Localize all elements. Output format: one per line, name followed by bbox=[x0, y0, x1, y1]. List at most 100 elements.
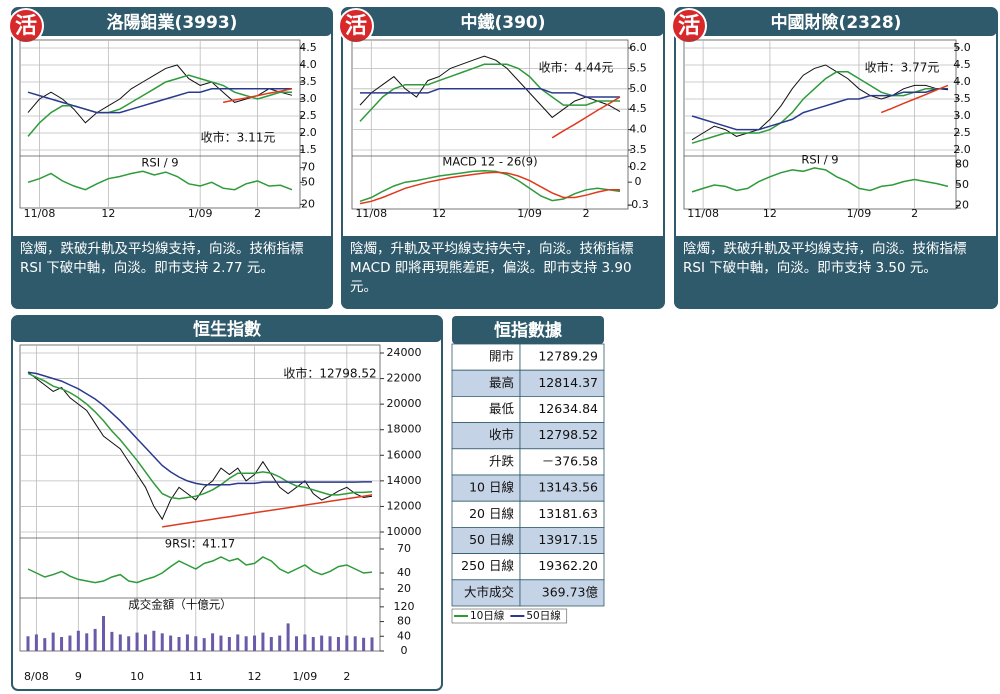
table-value: 12814.37 bbox=[538, 375, 598, 390]
x-tick-label: 1/09 bbox=[293, 670, 318, 683]
x-tick-label: 8/08 bbox=[24, 670, 49, 683]
y-tick-label: 20 bbox=[955, 199, 969, 212]
indicator-title: RSI / 9 bbox=[141, 156, 178, 170]
note: 收市：12798.52 bbox=[283, 366, 376, 381]
table-value: 13143.56 bbox=[538, 480, 598, 495]
y-tick-label: 20 bbox=[301, 197, 315, 210]
volume-bar bbox=[85, 633, 89, 651]
y-tick-label: 6.0 bbox=[629, 41, 647, 54]
series-line bbox=[359, 169, 621, 203]
volume-bar bbox=[345, 635, 349, 651]
volume-bar bbox=[68, 635, 72, 651]
volume-bar bbox=[152, 630, 156, 651]
volume-bar bbox=[185, 634, 189, 651]
x-tick-label: 12 bbox=[248, 670, 262, 683]
x-tick-label: 12 bbox=[101, 207, 115, 220]
chart-title: 中鐵(390) bbox=[460, 12, 545, 33]
volume-bar bbox=[328, 636, 332, 651]
volume-bar bbox=[76, 630, 80, 651]
y-tick-label: 12000 bbox=[387, 499, 422, 512]
caption-box: 陰燭，跌破升軌及平均線支持，向淡。技術指標 RSI 下破中軸，向淡。即市支持 3… bbox=[675, 236, 997, 308]
panel-header bbox=[12, 316, 442, 342]
badge bbox=[8, 8, 44, 44]
y-tick-label: 10000 bbox=[387, 525, 422, 538]
volume-bar bbox=[253, 635, 257, 651]
panel-header bbox=[675, 8, 997, 36]
table-label: 50 日線 bbox=[469, 532, 514, 547]
y-tick-label: 4.5 bbox=[299, 41, 317, 54]
table-label: 收市 bbox=[489, 427, 514, 442]
x-tick-label: 2 bbox=[583, 207, 590, 220]
table-label: 大市成交 bbox=[464, 584, 514, 599]
y-tick-label: 4.0 bbox=[299, 58, 317, 71]
panel bbox=[11, 315, 443, 691]
note: 收市：3.11元 bbox=[201, 130, 276, 145]
y-tick-label: 50 bbox=[301, 175, 315, 188]
volume-bar bbox=[227, 637, 231, 651]
legend-label: 50日線 bbox=[526, 609, 561, 622]
x-tick-label: 12 bbox=[763, 207, 777, 220]
badge-text: 活 bbox=[678, 14, 700, 39]
volume-bar bbox=[160, 633, 164, 651]
table-cell bbox=[519, 527, 605, 555]
caption-box: 陰燭，跌破升軌及平均線支持，向淡。技術指標 RSI 下破中軸，向淡。即市支持 2… bbox=[12, 236, 332, 308]
table-label: 升跌 bbox=[489, 453, 515, 468]
volume-bar bbox=[320, 635, 324, 651]
series-line bbox=[360, 88, 620, 98]
series-line bbox=[27, 371, 373, 521]
table-row bbox=[451, 343, 521, 371]
legend-frame bbox=[451, 608, 568, 624]
y-tick-label: 2.0 bbox=[953, 143, 971, 156]
table-header bbox=[452, 316, 604, 344]
volume-bar bbox=[34, 634, 38, 651]
table-cell bbox=[519, 579, 605, 607]
table-row bbox=[451, 553, 521, 581]
note: 收市：4.44元 bbox=[539, 60, 614, 75]
y-tick-label: -0.3 bbox=[627, 198, 648, 211]
y-tick-label: 120 bbox=[394, 600, 415, 613]
x-tick-label: 12 bbox=[432, 207, 446, 220]
y-tick-label: 50 bbox=[955, 178, 969, 191]
y-tick-label: 40 bbox=[397, 629, 411, 642]
volume-bar bbox=[370, 637, 374, 651]
caption: 陰燭，跌破升軌及平均線支持，向淡。技術指標 RSI 下破中軸，向淡。即市支持 2… bbox=[12, 236, 332, 308]
volume-bar bbox=[278, 635, 282, 651]
legend-label: 10日線 bbox=[470, 609, 505, 622]
x-tick-label: 1/09 bbox=[847, 207, 872, 220]
table-value: 369.73億 bbox=[542, 584, 599, 599]
chart-title: 洛陽鉬業(3993) bbox=[107, 12, 238, 33]
series-line bbox=[691, 71, 948, 144]
volume-title: 成交金額（十億元） bbox=[128, 598, 232, 612]
series-line bbox=[551, 96, 621, 139]
table-cell bbox=[519, 474, 605, 502]
volume-bar bbox=[362, 637, 366, 651]
series-line bbox=[27, 88, 292, 114]
volume-bar bbox=[51, 632, 55, 651]
volume-bar bbox=[169, 635, 173, 651]
volume-bar bbox=[336, 637, 340, 651]
series-line bbox=[222, 88, 293, 104]
y-tick-label: 3.5 bbox=[299, 75, 317, 88]
x-tick-label: 2 bbox=[343, 670, 350, 683]
y-tick-label: 0 bbox=[401, 644, 408, 657]
volume-bar bbox=[303, 634, 307, 651]
table-value: 12798.52 bbox=[538, 427, 598, 442]
y-tick-label: 5.0 bbox=[953, 41, 971, 54]
y-tick-label: 24000 bbox=[387, 346, 422, 359]
y-tick-label: 2.0 bbox=[299, 126, 317, 139]
table-value: 12634.84 bbox=[538, 401, 598, 416]
volume-bar bbox=[194, 636, 198, 651]
y-tick-label: 16000 bbox=[387, 448, 422, 461]
table-row bbox=[451, 579, 521, 607]
y-tick-label: 0 bbox=[635, 175, 642, 188]
volume-bar bbox=[261, 632, 265, 651]
x-tick-label: 10 bbox=[130, 670, 144, 683]
x-tick-label: 9 bbox=[75, 670, 82, 683]
table-title: 恒指數據 bbox=[494, 320, 563, 341]
y-tick-label: 5.0 bbox=[629, 82, 647, 95]
x-tick-label: 2 bbox=[254, 207, 261, 220]
volume-bar bbox=[102, 616, 106, 651]
table-cell bbox=[519, 343, 605, 371]
y-tick-label: 70 bbox=[397, 542, 411, 555]
